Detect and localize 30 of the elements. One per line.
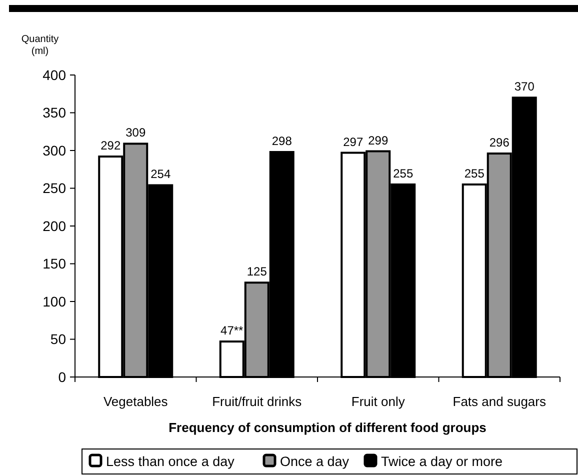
y-tick-label: 0 [58,368,66,385]
x-tick-label: Fruit only [351,394,406,409]
x-tick-label: Vegetables [103,394,168,409]
y-tick-label: 50 [50,331,66,348]
data-label: 296 [489,136,510,150]
y-tick-label: 300 [42,142,66,158]
data-label: 299 [368,133,388,148]
data-label: 255 [464,166,485,180]
data-label: 125 [246,264,268,279]
y-tick-label: 200 [42,218,66,234]
legend-label: Less than once a day [106,454,235,469]
data-label: 298 [272,134,292,148]
data-label: 47** [220,324,244,338]
x-tick-label: Fats and sugars [452,394,546,409]
data-label: 292 [100,138,121,153]
y-tick-label: 150 [42,256,66,272]
data-label: 309 [126,126,146,140]
y-axis-title: Quantity (ml) [21,34,59,57]
data-label: 297 [343,134,364,149]
data-label: 254 [150,167,171,182]
y-tick-label: 400 [42,66,66,83]
legend-label: Twice a day or more [381,454,503,469]
data-label: 370 [514,80,535,94]
y-tick-label: 350 [42,104,66,121]
legend-label: Once a day [280,454,350,469]
x-axis-title: Frequency of consumption of different food groups [168,420,486,435]
x-tick-label: Fruit/fruit drinks [212,394,302,409]
y-tick-label: 250 [42,180,66,196]
y-tick-label: 100 [42,293,66,310]
data-label: 255 [393,166,414,180]
